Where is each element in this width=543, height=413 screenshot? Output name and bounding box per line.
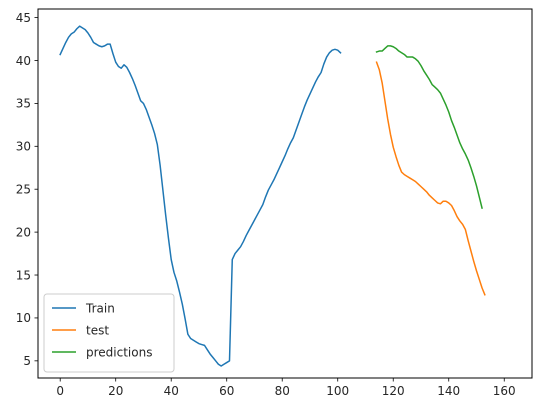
y-tick-label: 5 — [23, 354, 31, 368]
y-tick-label: 20 — [16, 225, 31, 239]
series-line-test — [375, 61, 486, 296]
y-tick-label: 45 — [16, 11, 31, 25]
x-tick-label: 120 — [382, 384, 405, 398]
x-tick-label: 20 — [108, 384, 123, 398]
legend-label-train: Train — [85, 301, 115, 315]
x-tick-label: 80 — [275, 384, 290, 398]
y-tick-label: 15 — [16, 268, 31, 282]
y-axis: 5 10 15 20 25 30 35 40 45 — [16, 11, 38, 368]
legend-label-test: test — [86, 323, 109, 337]
x-tick-label: 140 — [437, 384, 460, 398]
x-axis: 0 20 40 60 80 100 120 140 160 — [56, 378, 516, 398]
y-tick-label: 30 — [16, 140, 31, 154]
series-line-predictions — [375, 45, 483, 209]
legend-label-predictions: predictions — [86, 345, 152, 359]
legend: Train test predictions — [43, 293, 175, 373]
x-tick-label: 0 — [56, 384, 64, 398]
plot-frame — [37, 8, 533, 379]
x-tick-label: 100 — [326, 384, 349, 398]
x-tick-label: 40 — [164, 384, 179, 398]
x-tick-label: 160 — [493, 384, 516, 398]
legend-box — [43, 293, 175, 373]
y-tick-label: 40 — [16, 54, 31, 68]
y-tick-label: 10 — [16, 311, 31, 325]
y-tick-label: 35 — [16, 97, 31, 111]
series-line-train — [59, 25, 342, 367]
y-tick-label: 25 — [16, 183, 31, 197]
series-layer — [59, 25, 486, 367]
x-tick-label: 60 — [219, 384, 234, 398]
